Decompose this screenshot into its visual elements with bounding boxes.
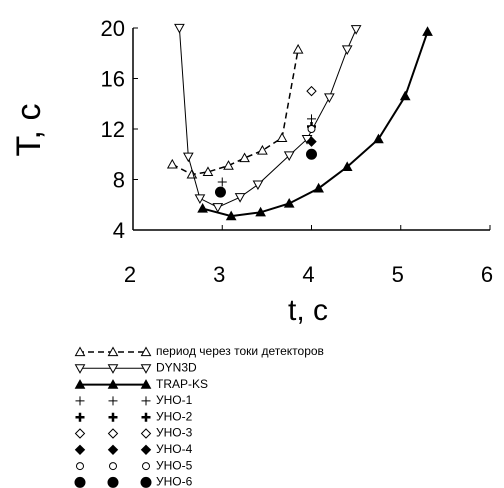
legend-item: DYN3D bbox=[74, 360, 197, 374]
marker bbox=[174, 23, 185, 34]
marker bbox=[75, 412, 85, 422]
marker bbox=[283, 197, 295, 208]
marker bbox=[182, 152, 194, 163]
marker bbox=[107, 428, 119, 439]
y-axis-label: T, c bbox=[10, 104, 48, 157]
marker bbox=[313, 182, 324, 193]
marker bbox=[142, 462, 150, 471]
marker bbox=[141, 396, 151, 406]
marker bbox=[166, 158, 178, 169]
legend-item: УНО-4 bbox=[74, 442, 193, 456]
x-tick-label: 4 bbox=[302, 262, 314, 287]
marker bbox=[141, 412, 151, 422]
marker bbox=[107, 346, 119, 357]
marker bbox=[74, 476, 86, 488]
y-tick-label: 12 bbox=[101, 117, 125, 142]
marker bbox=[307, 125, 316, 133]
marker bbox=[324, 93, 335, 103]
marker bbox=[214, 186, 226, 198]
legend-label: УНО-4 bbox=[156, 442, 193, 456]
marker bbox=[252, 180, 264, 191]
marker bbox=[74, 428, 86, 439]
legend-label: УНО-1 bbox=[156, 393, 193, 407]
marker bbox=[373, 133, 384, 144]
legend-item: период через токи детекторов bbox=[74, 344, 324, 358]
marker bbox=[74, 444, 86, 456]
marker bbox=[140, 346, 152, 357]
marker bbox=[75, 396, 85, 406]
legend-label: TRAP-KS bbox=[156, 377, 208, 391]
legend-item: УНО-3 bbox=[74, 426, 193, 440]
legend-item: УНО-1 bbox=[75, 393, 193, 407]
x-axis-label: t, c bbox=[288, 294, 328, 327]
y-tick-label: 16 bbox=[101, 67, 125, 92]
x-tick-label: 6 bbox=[481, 262, 493, 287]
marker bbox=[197, 203, 208, 213]
marker bbox=[283, 151, 295, 162]
marker bbox=[140, 379, 152, 389]
marker bbox=[306, 85, 317, 97]
marker bbox=[108, 412, 118, 422]
y-tick-label: 8 bbox=[113, 168, 125, 193]
y-tick-label: 20 bbox=[101, 16, 125, 41]
marker bbox=[107, 444, 119, 456]
legend-item: УНО-6 bbox=[74, 475, 193, 488]
marker bbox=[140, 428, 152, 439]
marker bbox=[109, 462, 117, 471]
y-tick-label: 4 bbox=[113, 218, 125, 243]
marker bbox=[223, 160, 234, 170]
marker bbox=[76, 462, 84, 471]
legend-label: период через токи детекторов bbox=[156, 344, 324, 358]
marker bbox=[306, 148, 317, 160]
marker bbox=[140, 476, 152, 488]
legend-label: DYN3D bbox=[156, 360, 197, 374]
marker bbox=[239, 152, 250, 163]
marker bbox=[341, 161, 353, 171]
marker bbox=[306, 136, 317, 147]
marker bbox=[307, 114, 316, 124]
legend-item: УНО-2 bbox=[75, 409, 193, 423]
marker bbox=[202, 166, 214, 177]
marker bbox=[217, 177, 227, 187]
marker bbox=[212, 203, 224, 213]
marker bbox=[341, 45, 353, 55]
legend-item: УНО-5 bbox=[76, 458, 193, 472]
marker bbox=[140, 364, 152, 374]
marker bbox=[234, 193, 246, 203]
marker bbox=[399, 90, 411, 101]
x-tick-label: 3 bbox=[213, 262, 225, 287]
marker bbox=[255, 206, 266, 217]
marker bbox=[74, 364, 86, 374]
marker bbox=[74, 346, 86, 357]
legend-label: УНО-3 bbox=[156, 426, 193, 440]
marker bbox=[107, 364, 119, 374]
x-tick-label: 5 bbox=[392, 262, 404, 287]
marker bbox=[292, 43, 304, 54]
marker bbox=[107, 379, 119, 389]
marker bbox=[350, 25, 362, 35]
marker bbox=[276, 132, 288, 142]
x-tick-label: 2 bbox=[124, 262, 136, 287]
legend-item: TRAP-KS bbox=[74, 377, 208, 391]
marker bbox=[422, 26, 433, 36]
legend-label: УНО-2 bbox=[156, 409, 193, 423]
marker bbox=[108, 396, 118, 406]
marker bbox=[257, 144, 268, 155]
marker bbox=[107, 476, 119, 488]
legend-label: УНО-6 bbox=[156, 475, 193, 488]
marker bbox=[140, 444, 152, 456]
marker bbox=[194, 194, 206, 204]
legend-label: УНО-5 bbox=[156, 458, 193, 472]
marker bbox=[225, 210, 237, 221]
marker bbox=[74, 379, 86, 389]
